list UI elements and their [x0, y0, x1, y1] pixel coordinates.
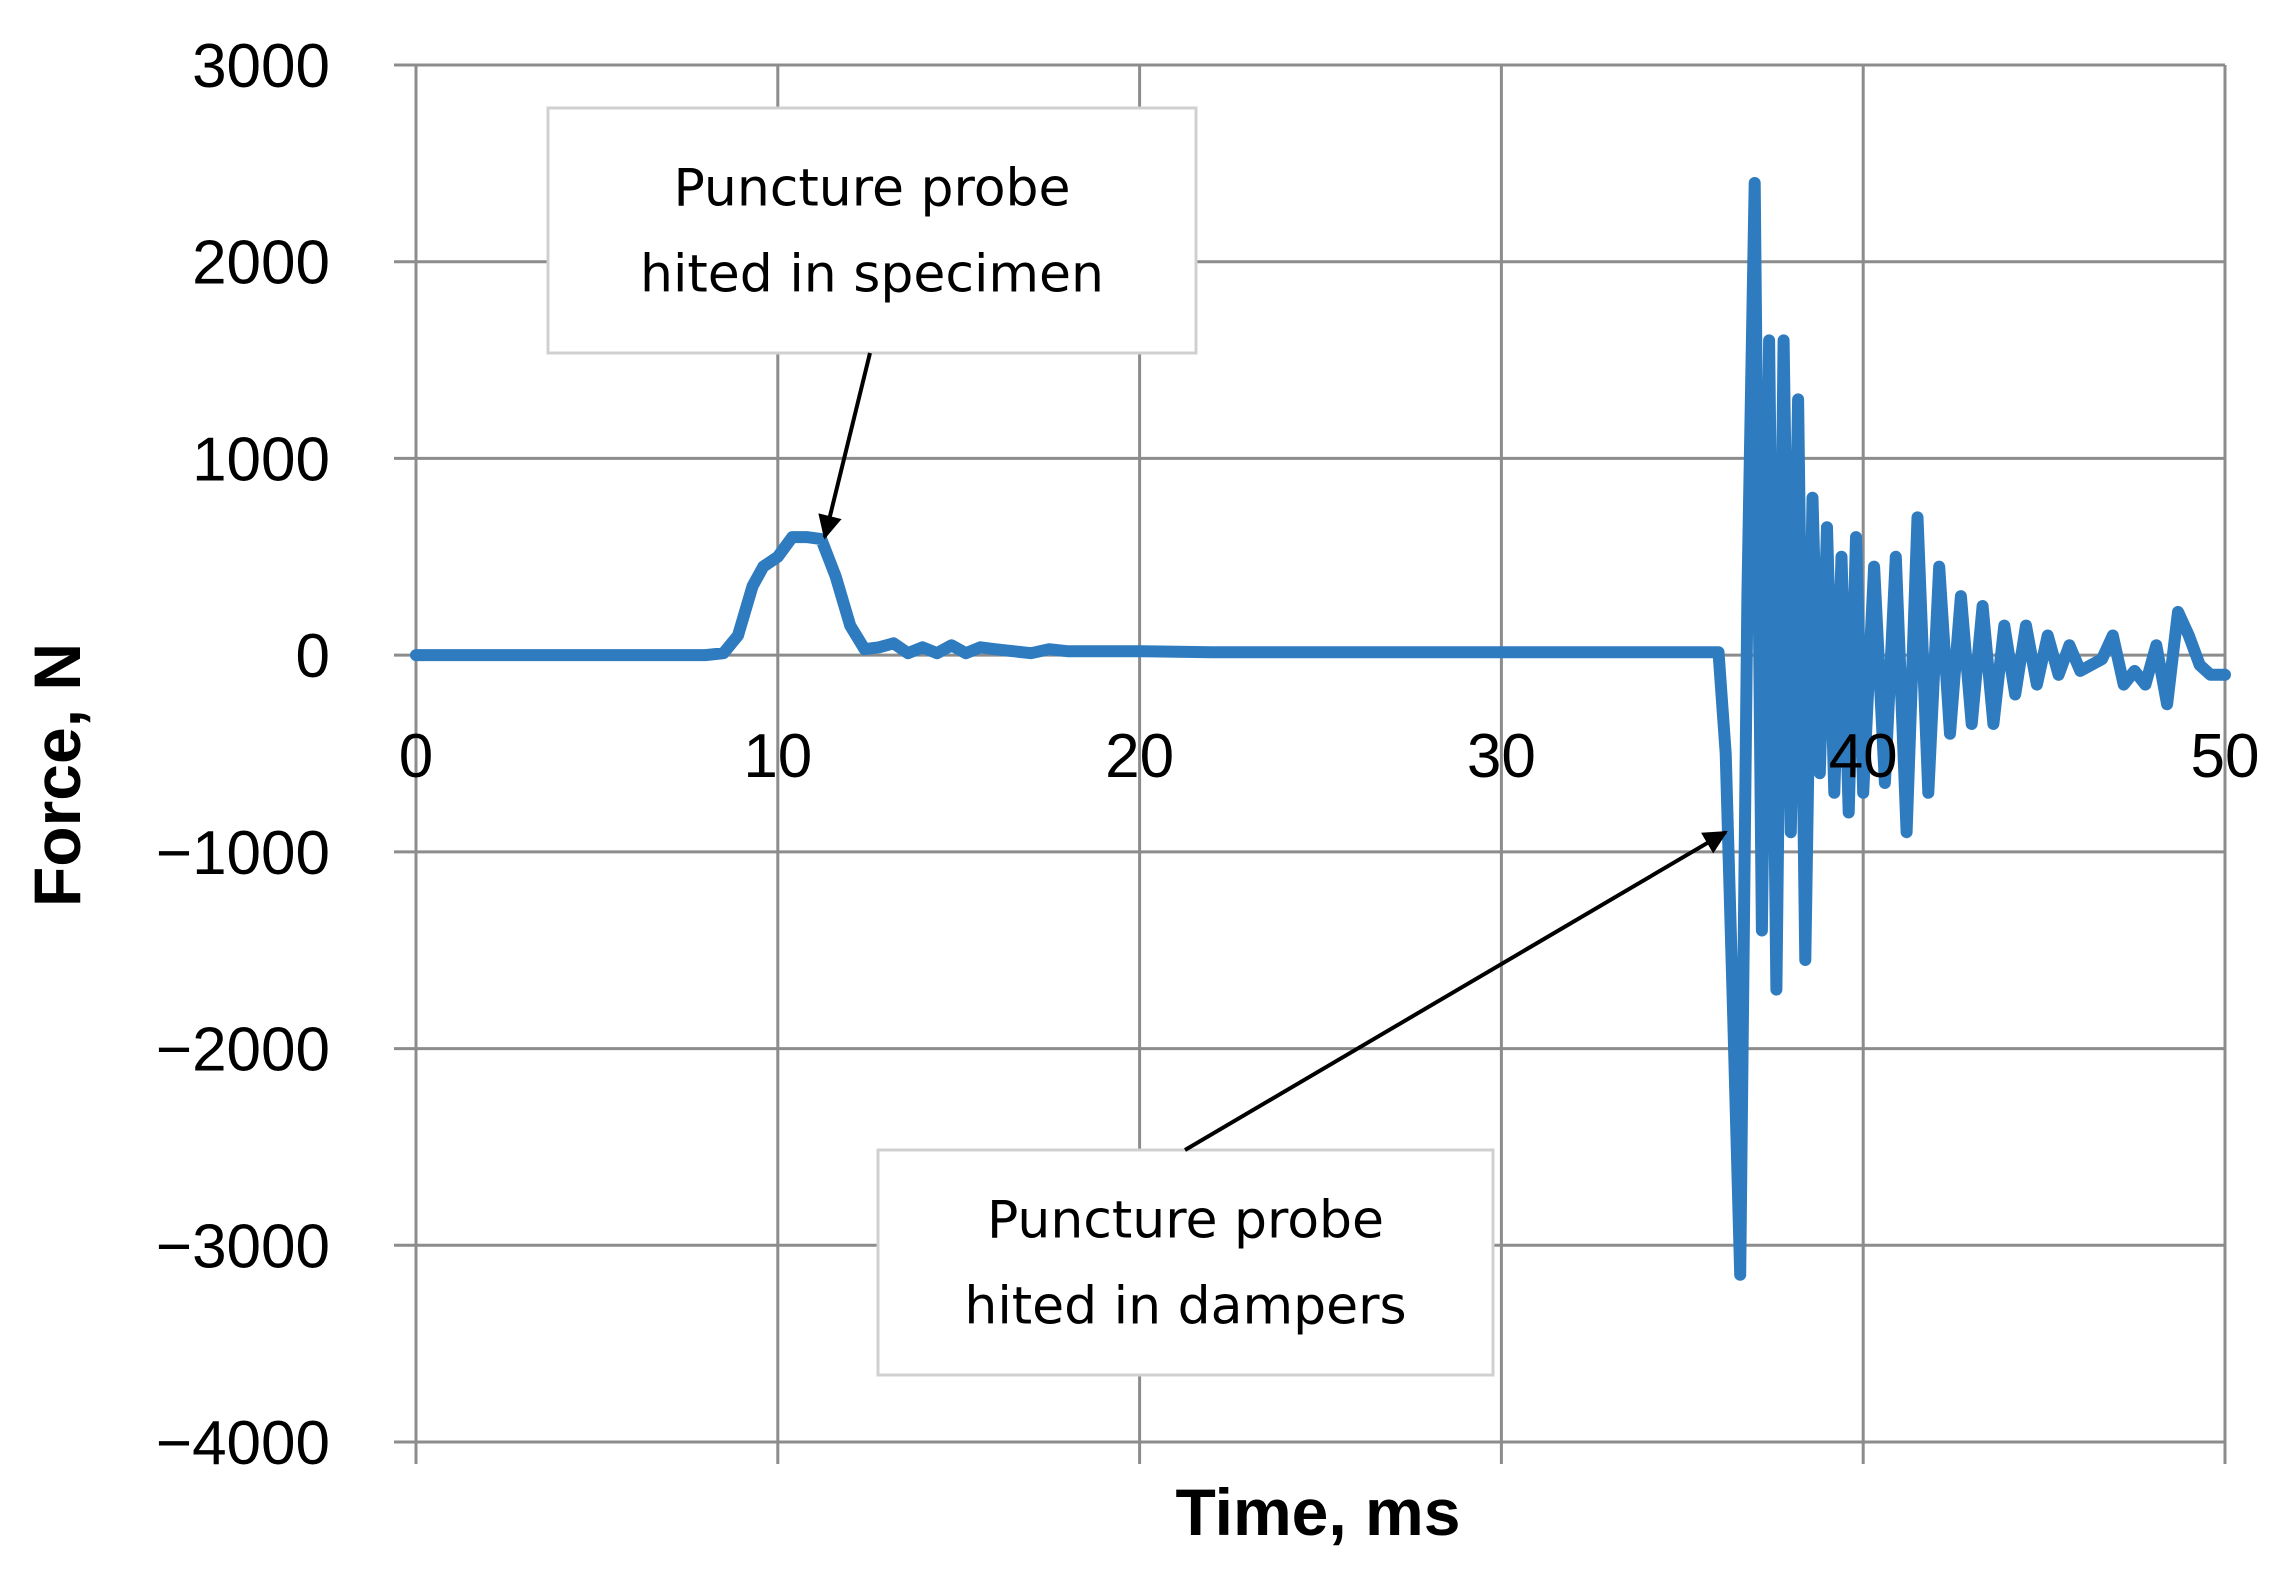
tick-labels: 3000 2000 1000 0 −1000 −2000 −3000 −4000 0 10 20 30… — [156, 32, 2260, 1478]
y-tick-label: −1000 — [156, 819, 330, 888]
annotation-text: Puncture probe — [987, 1191, 1384, 1251]
series-layer — [410, 177, 2231, 1281]
series-line — [410, 177, 2231, 1281]
y-tick-label: −2000 — [156, 1016, 330, 1085]
annotation-arrow — [1183, 830, 1728, 1152]
annotation-box — [876, 1148, 1495, 1377]
annotation: Puncture probe hited in specimen — [546, 106, 1198, 540]
y-axis-title: Force, N — [20, 643, 94, 907]
x-tick-label: 20 — [1105, 722, 1174, 791]
y-tick-label: 3000 — [192, 32, 330, 101]
annotation: Puncture probe hited in dampers — [876, 830, 1728, 1377]
x-tick-label: 40 — [1829, 722, 1898, 791]
x-tick-label: 0 — [399, 722, 433, 791]
y-tick-label: −4000 — [156, 1409, 330, 1478]
y-tick-label: 0 — [296, 622, 330, 691]
x-tick-label: 30 — [1467, 722, 1536, 791]
annotation-arrow — [818, 352, 872, 540]
annotation-text: hited in dampers — [964, 1277, 1406, 1337]
y-tick-label: 2000 — [192, 229, 330, 298]
y-tick-label: −3000 — [156, 1212, 330, 1281]
annotation-text: Puncture probe — [673, 159, 1070, 219]
x-axis-title: Time, ms — [1176, 1475, 1461, 1549]
annotation-box — [546, 106, 1198, 355]
x-tick-label: 50 — [2191, 722, 2260, 791]
annotation-text: hited in specimen — [640, 245, 1104, 305]
y-tick-label: 1000 — [192, 425, 330, 494]
x-tick-label: 10 — [743, 722, 812, 791]
